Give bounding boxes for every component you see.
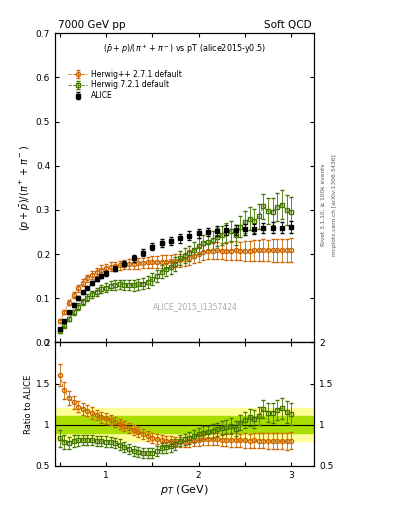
Text: Soft QCD: Soft QCD <box>264 20 312 30</box>
Y-axis label: Ratio to ALICE: Ratio to ALICE <box>24 374 33 434</box>
Text: $(\bar{p}+p)/(\pi^++\pi^-)$ vs pT (alice2015-y0.5): $(\bar{p}+p)/(\pi^++\pi^-)$ vs pT (alice… <box>103 42 266 56</box>
Text: 7000 GeV pp: 7000 GeV pp <box>58 20 125 30</box>
Text: mcplots.cern.ch [arXiv:1306.3436]: mcplots.cern.ch [arXiv:1306.3436] <box>332 154 337 255</box>
Text: ALICE_2015_I1357424: ALICE_2015_I1357424 <box>152 303 237 311</box>
Text: Rivet 3.1.10, ≥ 100k events: Rivet 3.1.10, ≥ 100k events <box>320 163 325 246</box>
Y-axis label: $(p + \bar{p})/(\pi^+ + \pi^-)$: $(p + \bar{p})/(\pi^+ + \pi^-)$ <box>18 145 33 231</box>
Legend: Herwig++ 2.7.1 default, Herwig 7.2.1 default, ALICE: Herwig++ 2.7.1 default, Herwig 7.2.1 def… <box>67 68 184 102</box>
Bar <box>55 408 314 441</box>
Bar <box>55 416 314 433</box>
X-axis label: $p_T$ (GeV): $p_T$ (GeV) <box>160 482 209 497</box>
